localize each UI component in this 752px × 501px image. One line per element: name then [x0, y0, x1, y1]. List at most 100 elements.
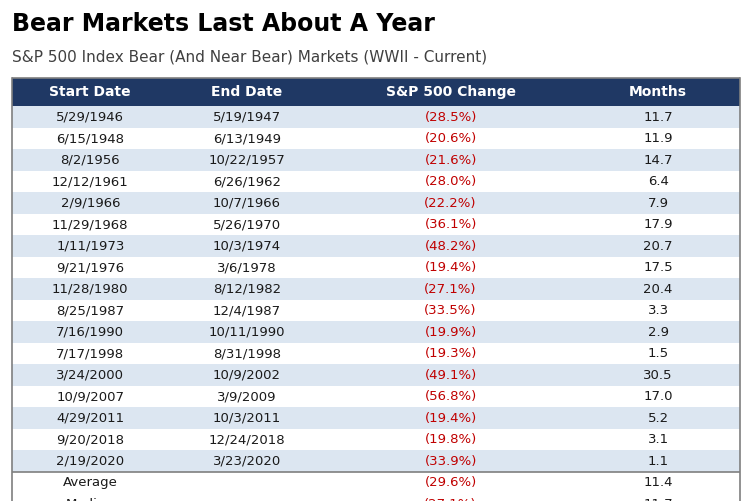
- Bar: [325, 300, 576, 322]
- Bar: [12, 493, 168, 501]
- Text: 9/21/1976: 9/21/1976: [56, 261, 124, 274]
- Bar: [576, 450, 740, 472]
- Text: 20.7: 20.7: [644, 240, 673, 253]
- Text: (19.4%): (19.4%): [424, 261, 477, 274]
- Bar: [576, 429, 740, 450]
- Text: 11.7: 11.7: [643, 498, 673, 501]
- Text: 6.4: 6.4: [647, 175, 669, 188]
- Text: (56.8%): (56.8%): [424, 390, 477, 403]
- Text: 10/11/1990: 10/11/1990: [208, 326, 285, 339]
- Text: 30.5: 30.5: [644, 369, 673, 382]
- Bar: [168, 386, 325, 407]
- Text: 17.0: 17.0: [644, 390, 673, 403]
- Bar: [12, 235, 168, 257]
- Bar: [576, 472, 740, 493]
- Bar: [168, 257, 325, 279]
- Text: 2.9: 2.9: [647, 326, 669, 339]
- Text: 5/29/1946: 5/29/1946: [56, 111, 124, 124]
- Bar: [12, 192, 168, 214]
- Bar: [168, 343, 325, 365]
- Bar: [168, 472, 325, 493]
- Bar: [576, 279, 740, 300]
- Text: S&P 500 Change: S&P 500 Change: [386, 85, 516, 99]
- Text: (27.1%): (27.1%): [424, 498, 477, 501]
- Text: Start Date: Start Date: [50, 85, 131, 99]
- Bar: [168, 128, 325, 149]
- Bar: [12, 279, 168, 300]
- Bar: [12, 171, 168, 192]
- Text: 6/13/1949: 6/13/1949: [213, 132, 280, 145]
- Bar: [325, 235, 576, 257]
- Bar: [576, 171, 740, 192]
- Text: 8/25/1987: 8/25/1987: [56, 304, 124, 317]
- Bar: [325, 386, 576, 407]
- Bar: [12, 149, 168, 171]
- Bar: [168, 322, 325, 343]
- Text: 3.1: 3.1: [647, 433, 669, 446]
- Bar: [12, 343, 168, 365]
- Bar: [168, 493, 325, 501]
- Text: 12/4/1987: 12/4/1987: [213, 304, 280, 317]
- Bar: [325, 429, 576, 450]
- Bar: [325, 214, 576, 235]
- Bar: [325, 450, 576, 472]
- Bar: [576, 235, 740, 257]
- Text: Median: Median: [66, 498, 114, 501]
- Text: (29.6%): (29.6%): [424, 476, 477, 489]
- Bar: [12, 128, 168, 149]
- Bar: [168, 300, 325, 322]
- Text: (33.5%): (33.5%): [424, 304, 477, 317]
- Text: 6/15/1948: 6/15/1948: [56, 132, 124, 145]
- Text: (21.6%): (21.6%): [424, 154, 477, 167]
- Text: Average: Average: [63, 476, 118, 489]
- Text: 5/26/1970: 5/26/1970: [213, 218, 280, 231]
- Bar: [12, 472, 168, 493]
- Text: 11.7: 11.7: [643, 111, 673, 124]
- Text: 9/20/2018: 9/20/2018: [56, 433, 124, 446]
- Bar: [12, 429, 168, 450]
- Text: 6/26/1962: 6/26/1962: [213, 175, 280, 188]
- Bar: [325, 171, 576, 192]
- Bar: [168, 107, 325, 128]
- Text: S&P 500 Index Bear (And Near Bear) Markets (WWII - Current): S&P 500 Index Bear (And Near Bear) Marke…: [12, 50, 487, 65]
- Bar: [576, 300, 740, 322]
- Bar: [12, 107, 168, 128]
- Bar: [325, 407, 576, 429]
- Bar: [576, 107, 740, 128]
- Bar: [325, 493, 576, 501]
- Bar: [12, 450, 168, 472]
- Bar: [576, 192, 740, 214]
- Text: (19.4%): (19.4%): [424, 412, 477, 425]
- Text: 7.9: 7.9: [647, 197, 669, 210]
- Bar: [168, 365, 325, 386]
- Text: End Date: End Date: [211, 85, 283, 99]
- Text: 10/9/2002: 10/9/2002: [213, 369, 280, 382]
- Bar: [576, 493, 740, 501]
- Text: 4/29/2011: 4/29/2011: [56, 412, 124, 425]
- Bar: [168, 192, 325, 214]
- Text: 8/2/1956: 8/2/1956: [60, 154, 120, 167]
- Bar: [576, 128, 740, 149]
- Bar: [12, 407, 168, 429]
- Text: 17.5: 17.5: [643, 261, 673, 274]
- Bar: [12, 214, 168, 235]
- Text: (33.9%): (33.9%): [424, 455, 477, 468]
- Text: 14.7: 14.7: [644, 154, 673, 167]
- Text: Bear Markets Last About A Year: Bear Markets Last About A Year: [12, 12, 435, 36]
- Bar: [325, 107, 576, 128]
- Bar: [325, 472, 576, 493]
- Text: 3/24/2000: 3/24/2000: [56, 369, 124, 382]
- Bar: [325, 78, 576, 107]
- Bar: [325, 279, 576, 300]
- Bar: [168, 407, 325, 429]
- Bar: [325, 257, 576, 279]
- Bar: [168, 149, 325, 171]
- Text: 12/12/1961: 12/12/1961: [52, 175, 129, 188]
- Bar: [576, 149, 740, 171]
- Text: (19.8%): (19.8%): [424, 433, 477, 446]
- Bar: [576, 343, 740, 365]
- Text: 2/19/2020: 2/19/2020: [56, 455, 124, 468]
- Bar: [325, 365, 576, 386]
- Bar: [325, 192, 576, 214]
- Bar: [576, 257, 740, 279]
